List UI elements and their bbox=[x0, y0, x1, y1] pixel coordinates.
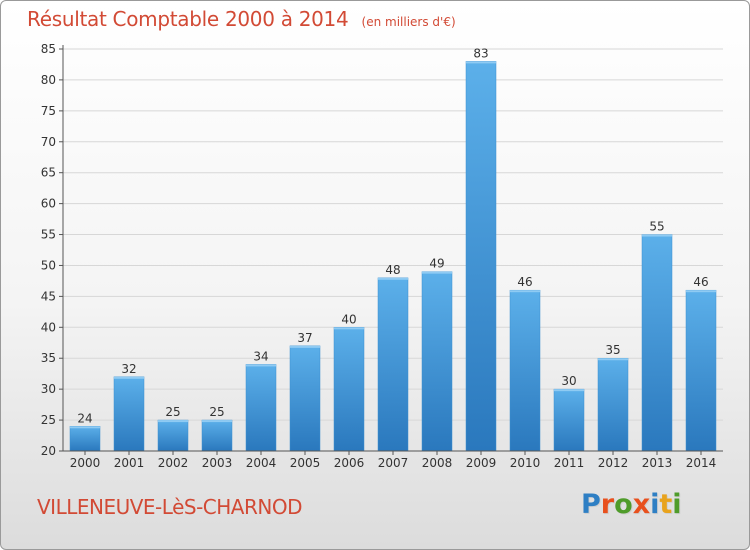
value-label-2013: 55 bbox=[649, 220, 664, 234]
value-label-2003: 25 bbox=[209, 405, 224, 419]
x-tick-label-2007: 2007 bbox=[378, 456, 409, 470]
value-label-2002: 25 bbox=[165, 405, 180, 419]
y-tick-label: 65 bbox=[41, 166, 56, 180]
bar-top-highlight bbox=[422, 271, 452, 274]
bar-top-highlight bbox=[334, 327, 364, 330]
title-row: Résultat Comptable 2000 à 2014 (en milli… bbox=[27, 7, 456, 31]
bar-top-highlight bbox=[554, 389, 584, 392]
logo-letter: r bbox=[600, 489, 615, 520]
y-tick-label: 60 bbox=[41, 197, 56, 211]
y-tick-label: 85 bbox=[41, 42, 56, 56]
value-label-2011: 30 bbox=[561, 374, 576, 388]
labels: 20 25 30 35 40 45 50 55 60 65 70 75 80 85 24 2000 32 2001… bbox=[41, 42, 717, 470]
logo-letter: o bbox=[614, 489, 633, 520]
bar-2004 bbox=[245, 364, 277, 452]
chart-unit-note: (en milliers d'€) bbox=[361, 15, 456, 29]
y-tick-label: 80 bbox=[41, 73, 56, 87]
x-tick-label-2001: 2001 bbox=[114, 456, 145, 470]
bar-top-highlight bbox=[290, 345, 320, 348]
proxiti-logo: Proxiti bbox=[581, 489, 682, 520]
bar-2006 bbox=[333, 327, 365, 452]
logo-letter: t bbox=[659, 489, 673, 520]
bar-2012 bbox=[597, 357, 629, 452]
bar-2008 bbox=[421, 271, 453, 452]
x-tick-label-2013: 2013 bbox=[642, 456, 673, 470]
bar-top-highlight bbox=[378, 277, 408, 280]
bar-2005 bbox=[289, 345, 321, 452]
x-tick-label-2014: 2014 bbox=[686, 456, 717, 470]
logo-letter: i bbox=[672, 489, 682, 520]
x-tick-label-2012: 2012 bbox=[598, 456, 629, 470]
logo-letter: P bbox=[581, 489, 601, 520]
logo-letter: i bbox=[650, 489, 660, 520]
y-tick-label: 30 bbox=[41, 382, 56, 396]
value-label-2006: 40 bbox=[341, 312, 356, 326]
x-tick-label-2011: 2011 bbox=[554, 456, 585, 470]
y-tick-label: 50 bbox=[41, 258, 56, 272]
x-tick-label-2000: 2000 bbox=[70, 456, 101, 470]
x-tick-label-2005: 2005 bbox=[290, 456, 321, 470]
bar-2000 bbox=[69, 426, 101, 452]
y-tick-label: 75 bbox=[41, 104, 56, 118]
bar-2014 bbox=[685, 289, 717, 452]
bar-top-highlight bbox=[466, 61, 496, 64]
bar-2013 bbox=[641, 234, 673, 452]
value-label-2008: 49 bbox=[429, 257, 444, 271]
chart-title: Résultat Comptable 2000 à 2014 bbox=[27, 7, 349, 31]
x-tick-label-2008: 2008 bbox=[422, 456, 453, 470]
bar-2010 bbox=[509, 289, 541, 452]
y-tick-label: 20 bbox=[41, 444, 56, 458]
x-tick-label-2003: 2003 bbox=[202, 456, 233, 470]
commune-name: VILLENEUVE-LèS-CHARNOD bbox=[37, 495, 302, 519]
logo-letter: x bbox=[632, 489, 651, 520]
value-label-2001: 32 bbox=[121, 362, 136, 376]
bar-top-highlight bbox=[202, 420, 232, 423]
value-label-2004: 34 bbox=[253, 349, 268, 363]
bar-top-highlight bbox=[510, 290, 540, 293]
value-label-2005: 37 bbox=[297, 331, 312, 345]
bar-top-highlight bbox=[686, 290, 716, 293]
bar-top-highlight bbox=[642, 234, 672, 237]
bar-2001 bbox=[113, 376, 145, 452]
y-tick-label: 70 bbox=[41, 135, 56, 149]
bar-2009 bbox=[465, 61, 497, 452]
y-tick-label: 35 bbox=[41, 351, 56, 365]
x-tick-label-2009: 2009 bbox=[466, 456, 497, 470]
bar-top-highlight bbox=[114, 376, 144, 379]
bars bbox=[69, 61, 717, 452]
bar-2003 bbox=[201, 419, 233, 452]
value-label-2010: 46 bbox=[517, 275, 532, 289]
value-label-2014: 46 bbox=[693, 275, 708, 289]
bar-top-highlight bbox=[158, 420, 188, 423]
bar-2007 bbox=[377, 277, 409, 452]
y-tick-label: 55 bbox=[41, 228, 56, 242]
x-tick-label-2006: 2006 bbox=[334, 456, 365, 470]
y-tick-label: 45 bbox=[41, 289, 56, 303]
bar-top-highlight bbox=[70, 426, 100, 429]
value-label-2000: 24 bbox=[77, 411, 92, 425]
bar-2002 bbox=[157, 419, 189, 452]
y-tick-label: 25 bbox=[41, 413, 56, 427]
x-tick-label-2010: 2010 bbox=[510, 456, 541, 470]
x-tick-label-2004: 2004 bbox=[246, 456, 277, 470]
bar-2011 bbox=[553, 388, 585, 452]
y-tick-label: 40 bbox=[41, 320, 56, 334]
bar-top-highlight bbox=[246, 364, 276, 367]
value-label-2009: 83 bbox=[473, 46, 488, 60]
x-tick-label-2002: 2002 bbox=[158, 456, 189, 470]
value-label-2007: 48 bbox=[385, 263, 400, 277]
axes bbox=[59, 45, 723, 455]
bar-top-highlight bbox=[598, 358, 628, 361]
value-label-2012: 35 bbox=[605, 343, 620, 357]
